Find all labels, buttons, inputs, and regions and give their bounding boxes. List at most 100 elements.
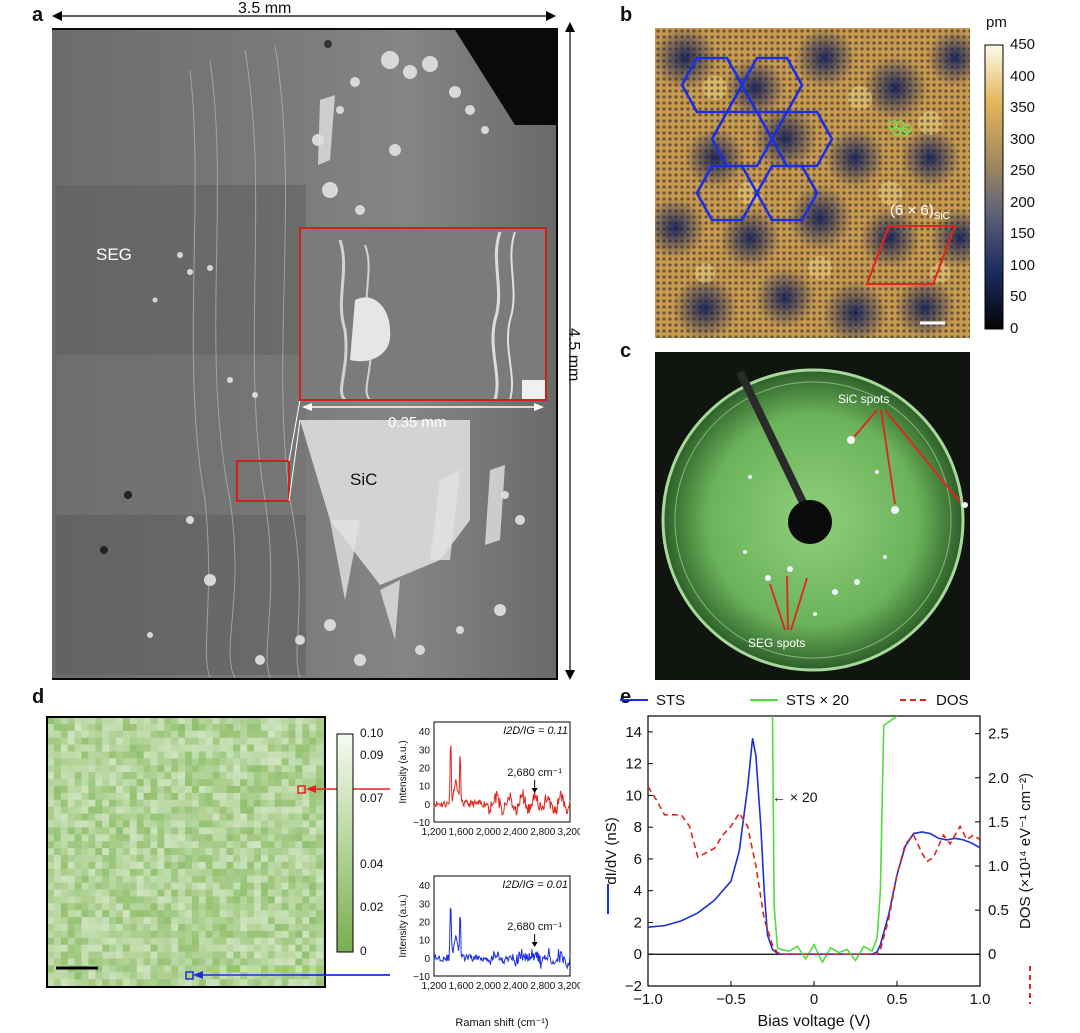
panel-letter-e: e xyxy=(620,686,632,708)
raman-spectrum-line xyxy=(433,745,571,816)
raman-y-tick: 0 xyxy=(424,800,430,811)
raman-x-tick: 2,800 xyxy=(530,981,555,992)
panel-letter-a: a xyxy=(32,4,44,26)
raman-x-tick: 1,600 xyxy=(449,827,474,838)
raman-colorbar-tick: 0 xyxy=(360,944,367,958)
raman-y-tick: 20 xyxy=(419,917,431,928)
raman-colorbar-tick: 0.07 xyxy=(360,791,384,806)
sts-y-tick: 0 xyxy=(634,946,642,963)
raman-x-tick: 2,000 xyxy=(476,981,501,992)
sts-x-tick: 1.0 xyxy=(970,991,991,1008)
seg-label: SEG xyxy=(96,245,132,264)
raman-x-tick: 2,000 xyxy=(476,827,501,838)
sts-x-tick: −0.5 xyxy=(716,991,746,1008)
raman-map xyxy=(46,716,326,988)
raman-x-tick: 3,200 xyxy=(557,827,580,838)
raman-y-tick: 0 xyxy=(424,954,430,965)
raman-colorbar-tick: 0.02 xyxy=(360,900,384,915)
raman-x-tick: 1,200 xyxy=(421,827,446,838)
sts-y-tick: 12 xyxy=(625,756,642,773)
raman-peak-label: 2,680 cm⁻¹ xyxy=(507,921,562,933)
raman-spectrum-panel: 40 30 20 10 0 −101,200 1,600 2,000 2,400 2,800 3,2… xyxy=(398,721,580,838)
sts-y-tick: 10 xyxy=(625,787,642,804)
zoom-inset xyxy=(300,228,546,400)
raman-y-tick: 30 xyxy=(419,745,431,756)
sts-y2-tick: 1.5 xyxy=(988,814,1009,831)
sts-y-tick: 14 xyxy=(625,724,642,741)
zoom-source-box xyxy=(236,460,290,502)
raman-peak-label: 2,680 cm⁻¹ xyxy=(507,767,562,779)
stm-image xyxy=(655,28,970,338)
raman-spectrum-panel: 40 30 20 10 0 −101,200 1,600 2,000 2,400 2,800 3,2… xyxy=(398,875,580,992)
sts-x-tick: 0.5 xyxy=(887,991,908,1008)
raman-y-tick: 20 xyxy=(419,763,431,774)
sts-series-dos xyxy=(648,786,980,956)
sic-spots-label: SiC spots xyxy=(838,392,890,406)
raman-y-tick: 30 xyxy=(419,899,431,910)
panel-a-figure xyxy=(52,11,575,680)
raman-spectrum-line xyxy=(433,907,571,970)
sts-y-label: dI/dV (nS) xyxy=(603,817,620,885)
sts-y2-tick: 1.0 xyxy=(988,858,1009,875)
height-label: 4.5 mm xyxy=(565,328,582,382)
raman-colorbar-tick: 0.10 xyxy=(360,726,384,740)
sts-legend-item: DOS xyxy=(936,692,969,709)
sts-annotation: ← × 20 xyxy=(772,789,818,805)
stm-colorbar-tick: 50 xyxy=(1010,288,1027,306)
raman-y-tick: 40 xyxy=(419,881,431,892)
raman-x-tick: 3,200 xyxy=(557,981,580,992)
sts-legend-item: STS × 20 xyxy=(786,692,849,709)
stm-colorbar xyxy=(984,44,1004,330)
width-label: 3.5 mm xyxy=(238,0,292,17)
seg-spots-label: SEG spots xyxy=(748,636,806,650)
sts-y2-tick: 0.5 xyxy=(988,902,1009,919)
panel-letter-d: d xyxy=(32,686,45,708)
raman-x-tick: 2,400 xyxy=(503,827,528,838)
sts-y2-tick: 2.5 xyxy=(988,726,1009,743)
raman-x-tick: 2,800 xyxy=(530,827,555,838)
leed-image xyxy=(655,352,970,680)
bright-islands xyxy=(147,51,525,666)
raman-y-label: Intensity (a.u.) xyxy=(398,740,409,803)
sts-y-tick: 2 xyxy=(634,914,642,931)
sts-y-tick: −2 xyxy=(625,978,642,995)
stm-colorbar-tick: 200 xyxy=(1010,193,1036,211)
raman-y-tick: 40 xyxy=(419,727,431,738)
sts-x-tick: 0 xyxy=(810,991,818,1008)
raman-y-tick: −10 xyxy=(413,818,430,829)
sts-chart: −1.0 −0.5 0 0.5 1.0 14 12 10 8 6 4 2 0 −2 2.5 2.0 1.5 1.0… xyxy=(603,692,1034,1030)
raman-x-tick: 1,200 xyxy=(421,981,446,992)
raman-y-tick: −10 xyxy=(413,972,430,983)
panel-letter-c: c xyxy=(620,340,632,362)
sts-y2-tick: 2.0 xyxy=(988,770,1009,787)
stm-colorbar-tick: 400 xyxy=(1010,67,1036,85)
raman-y-label: Intensity (a.u.) xyxy=(398,894,409,957)
raman-y-tick: 10 xyxy=(419,936,431,947)
sts-legend-item: STS xyxy=(656,692,685,709)
raman-y-tick: 10 xyxy=(419,782,431,793)
raman-colorbar-tick: 0.04 xyxy=(360,856,384,871)
sic-label: SiC xyxy=(350,470,378,489)
stm-colorbar-tick: 100 xyxy=(1010,256,1036,274)
sts-y2-label: DOS (×10¹⁴ eV⁻¹ cm⁻²) xyxy=(1017,773,1034,929)
sts-y-tick: 4 xyxy=(634,883,642,900)
sic-bright-region xyxy=(300,420,470,585)
stm-colorbar-tick: 250 xyxy=(1010,162,1036,180)
panel-letter-b: b xyxy=(620,4,633,26)
stm-colorbar-tick: 300 xyxy=(1010,130,1036,148)
stm-colorbar-tick: 150 xyxy=(1010,225,1036,243)
stm-colorbar-tick: 0 xyxy=(1010,320,1019,337)
stm-unit: pm xyxy=(986,14,1007,31)
raman-x-tick: 1,600 xyxy=(449,981,474,992)
stm-colorbar-tick: 350 xyxy=(1010,99,1036,117)
cell-label: (6 × 6)SiC xyxy=(890,202,950,222)
sts-x-tick: −1.0 xyxy=(633,991,663,1008)
raman-ratio-label: I2D/IG = 0.01 xyxy=(502,879,568,891)
sts-x-label: Bias voltage (V) xyxy=(758,1013,871,1030)
raman-ratio-label: I2D/IG = 0.11 xyxy=(503,725,568,737)
raman-colorbar xyxy=(336,733,354,953)
sts-y2-tick: 0 xyxy=(988,946,996,963)
stm-colorbar-tick: 450 xyxy=(1010,36,1036,53)
sts-y-tick: 8 xyxy=(634,819,642,836)
